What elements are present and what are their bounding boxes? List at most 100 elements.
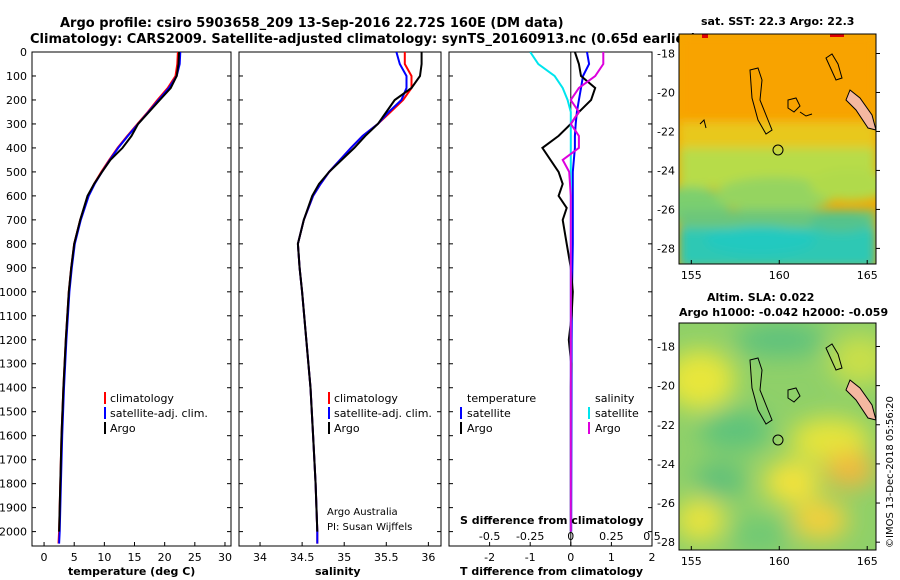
x-tick-label: 20 bbox=[158, 551, 172, 564]
salinity-x-label: salinity bbox=[315, 565, 361, 578]
lon-tick-label: 155 bbox=[681, 555, 702, 568]
lon-tick-label: 160 bbox=[769, 555, 790, 568]
sla-map-title-line2: Argo h1000: -0.042 h2000: -0.059 bbox=[679, 306, 888, 319]
x-tick-label: 10 bbox=[97, 551, 111, 564]
sst-map-title: sat. SST: 22.3 Argo: 22.3 bbox=[701, 15, 854, 28]
depth-tick-label: 700 bbox=[6, 214, 27, 227]
lat-tick-label: -18 bbox=[657, 47, 675, 60]
x-tick-label: 35.5 bbox=[374, 551, 399, 564]
s-difference-x-label: S difference from climatology bbox=[460, 514, 644, 527]
legend-climatology-label: climatology bbox=[334, 392, 398, 405]
difference-legend: temperature satellite Argo salinity sate… bbox=[460, 392, 639, 435]
figure-title-line1: Argo profile: csiro 5903658_209 13-Sep-2… bbox=[60, 16, 564, 31]
series-temperature-satellite bbox=[570, 52, 591, 532]
lon-tick-label: 155 bbox=[681, 269, 702, 282]
depth-tick-label: 0 bbox=[20, 46, 27, 59]
x-tick-label: 36 bbox=[421, 551, 435, 564]
x-tick-label: 30 bbox=[218, 551, 232, 564]
depth-tick-label: 1800 bbox=[0, 478, 27, 491]
series-salinity-argo bbox=[561, 52, 605, 532]
x-tick-label: 25 bbox=[188, 551, 202, 564]
x-tick-label: -1 bbox=[525, 551, 536, 564]
depth-axis: 0 100 200 300 400 500 600 700 800 900 1000 1100 1200… bbox=[0, 46, 652, 539]
x-tick-label: 5 bbox=[71, 551, 78, 564]
x-tick-label: -2 bbox=[484, 551, 495, 564]
s-tick-label: 0.5 bbox=[643, 530, 661, 543]
difference-series bbox=[529, 52, 605, 546]
salinity-panel bbox=[238, 51, 442, 547]
depth-tick-label: 1900 bbox=[0, 502, 27, 515]
legend-argo-label: Argo bbox=[110, 422, 136, 435]
temperature-legend: climatology satellite-adj. clim. Argo bbox=[104, 392, 208, 435]
legend-s-argo-label: Argo bbox=[595, 422, 621, 435]
x-tick-label: 2 bbox=[649, 551, 656, 564]
s-tick-label: 0.25 bbox=[599, 530, 624, 543]
legend-t-argo-label: Argo bbox=[467, 422, 493, 435]
sst-map bbox=[679, 34, 876, 264]
lon-tick-label: 165 bbox=[857, 555, 878, 568]
lat-tick-label: -18 bbox=[657, 340, 675, 353]
x-tick-label: 0 bbox=[41, 551, 48, 564]
lat-tick-label: -28 bbox=[657, 242, 675, 255]
depth-tick-label: 1500 bbox=[0, 406, 27, 419]
depth-tick-label: 200 bbox=[6, 94, 27, 107]
salinity-legend: climatology satellite-adj. clim. Argo bbox=[328, 392, 432, 435]
sla-map-title-line1: Altim. SLA: 0.022 bbox=[707, 291, 814, 304]
lat-tick-label: -24 bbox=[657, 164, 675, 177]
depth-tick-label: 2000 bbox=[0, 526, 27, 539]
legend-temperature-header: temperature bbox=[467, 392, 536, 405]
depth-tick-label: 400 bbox=[6, 142, 27, 155]
sla-map bbox=[679, 323, 876, 550]
x-tick-label: 15 bbox=[128, 551, 142, 564]
credit-line2: PI: Susan Wijffels bbox=[327, 522, 412, 533]
temperature-x-ticks: 0 5 10 15 20 25 30 bbox=[41, 542, 232, 564]
x-tick-label: 35 bbox=[337, 551, 351, 564]
depth-tick-label: 300 bbox=[6, 118, 27, 131]
depth-tick-label: 100 bbox=[6, 70, 27, 83]
depth-tick-label: 1000 bbox=[0, 286, 27, 299]
lat-tick-label: -22 bbox=[657, 125, 675, 138]
x-tick-label: 0 bbox=[567, 551, 574, 564]
legend-salinity-header: salinity bbox=[595, 392, 635, 405]
salinity-x-ticks: 34 34.5 35 35.5 36 bbox=[253, 542, 435, 564]
figure-title-line2: Climatology: CARS2009. Satellite-adjuste… bbox=[30, 32, 697, 47]
lat-tick-label: -28 bbox=[657, 536, 675, 549]
depth-tick-label: 1200 bbox=[0, 334, 27, 347]
legend-satellite-label: satellite-adj. clim. bbox=[110, 407, 208, 420]
lon-tick-label: 160 bbox=[769, 269, 790, 282]
float-location-marker bbox=[772, 144, 784, 156]
credit-line1: Argo Australia bbox=[327, 507, 398, 518]
depth-tick-label: 1300 bbox=[0, 358, 27, 371]
series-argo bbox=[296, 52, 423, 532]
depth-tick-label: 800 bbox=[6, 238, 27, 251]
lon-tick-label: 165 bbox=[857, 269, 878, 282]
temperature-x-label: temperature (deg C) bbox=[68, 565, 195, 578]
difference-panel bbox=[448, 51, 653, 547]
t-difference-x-label: T difference from climatology bbox=[460, 565, 643, 578]
sst-map-frame bbox=[678, 33, 877, 265]
series-argo bbox=[58, 52, 181, 532]
legend-s-satellite-label: satellite bbox=[595, 407, 639, 420]
depth-tick-label: 1600 bbox=[0, 430, 27, 443]
depth-tick-label: 500 bbox=[6, 166, 27, 179]
sla-map-ticks: -18 -20 -22 -24 -26 -28 155 160 165 bbox=[657, 340, 880, 568]
s-tick-label: -0.5 bbox=[479, 530, 500, 543]
lat-tick-label: -20 bbox=[657, 380, 675, 393]
x-tick-label: 34 bbox=[253, 551, 267, 564]
temperature-series bbox=[57, 52, 182, 544]
s-tick-label: 0 bbox=[567, 530, 574, 543]
lat-tick-label: -24 bbox=[657, 458, 675, 471]
depth-tick-label: 600 bbox=[6, 190, 27, 203]
difference-x-ticks: -2 -1 0 1 2 -0.5 -0.25 0 0.25 0.5 bbox=[479, 530, 661, 564]
lat-tick-label: -22 bbox=[657, 419, 675, 432]
lat-tick-label: -26 bbox=[657, 497, 675, 510]
x-tick-label: 1 bbox=[608, 551, 615, 564]
legend-t-satellite-label: satellite bbox=[467, 407, 511, 420]
legend-climatology-label: climatology bbox=[110, 392, 174, 405]
depth-tick-label: 1400 bbox=[0, 382, 27, 395]
legend-satellite-label: satellite-adj. clim. bbox=[334, 407, 432, 420]
sst-map-ticks: -18 -20 -22 -24 -26 -28 155 160 165 bbox=[657, 47, 880, 282]
depth-tick-label: 900 bbox=[6, 262, 27, 275]
s-tick-label: -0.25 bbox=[516, 530, 544, 543]
